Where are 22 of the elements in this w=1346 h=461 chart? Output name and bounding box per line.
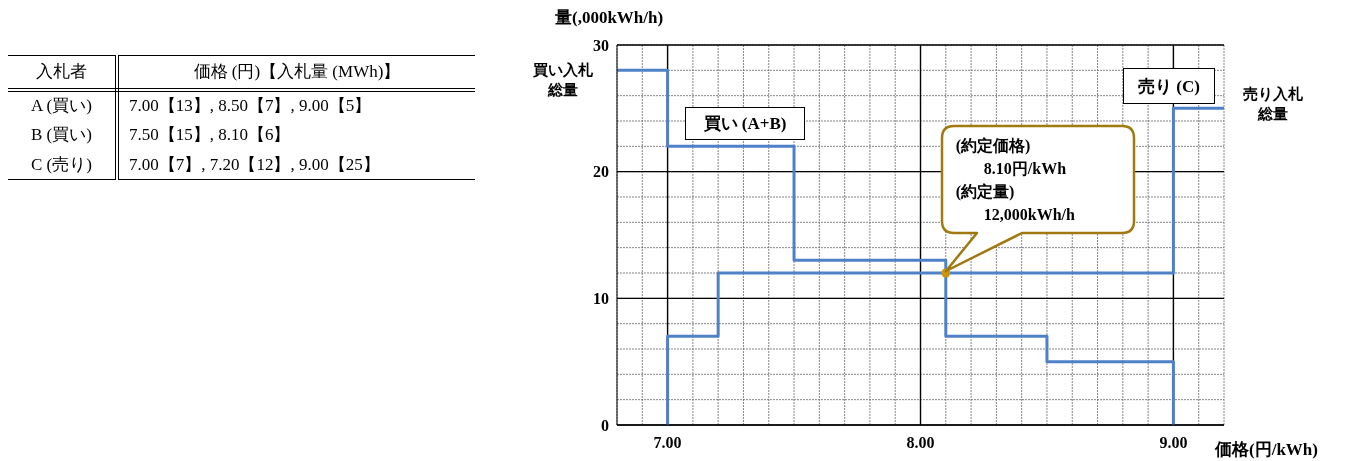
text: 入札者 [8,55,117,90]
text: 価格 (円)【入札量 (MWh)】 [116,55,475,90]
x-tick-label: 7.00 [653,434,682,452]
text: 7.00【7】, 7.20【12】, 9.00【25】 [127,153,381,176]
series-label: 買い (A+B) [685,107,805,140]
y-tick-label: 30 [593,36,609,54]
text: 売り入札総量 [1242,85,1304,124]
text: 7.50【15】, 8.10【6】 [127,124,292,146]
y-axis-title: 量(,000kWh/h) [555,7,664,29]
y-tick-label: 10 [593,290,609,308]
text: 7.00【13】, 8.50【7】, 9.00【5】 [127,95,373,117]
y-tick-label: 20 [593,163,609,181]
text: B (買い) [8,119,117,150]
text: C (売り) [8,149,117,180]
text: A (買い) [8,89,117,120]
y-tick-label: 0 [601,416,609,434]
x-axis-title: 価格(円/kWh) [1215,439,1318,461]
x-tick-label: 8.00 [906,434,935,452]
annotation: (約定価格) 8.10円/kWh (約定量) 12,000kWh/h [955,136,1076,225]
x-tick-label: 9.00 [1159,434,1188,452]
text: 買い入札総量 [532,61,594,100]
series-label: 売り (C) [1123,68,1215,104]
